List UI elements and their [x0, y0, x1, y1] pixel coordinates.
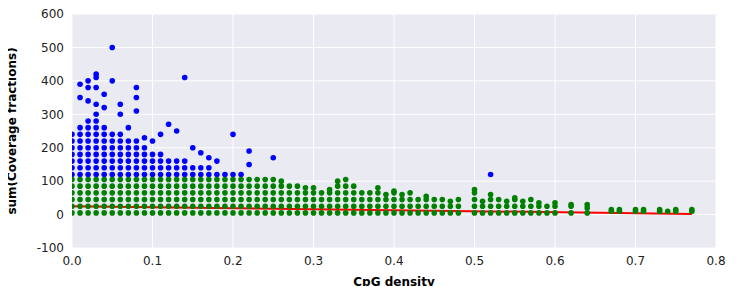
svg-text:0: 0 [56, 208, 64, 222]
svg-text:sum(Coverage fractions): sum(Coverage fractions) [8, 47, 19, 214]
svg-text:0.3: 0.3 [304, 254, 323, 268]
svg-text:200: 200 [41, 141, 64, 155]
svg-text:0.6: 0.6 [545, 254, 564, 268]
svg-text:CpG density: CpG density [353, 275, 435, 286]
svg-text:100: 100 [41, 174, 64, 188]
svg-text:300: 300 [41, 108, 64, 122]
svg-text:0.8: 0.8 [706, 254, 725, 268]
svg-text:500: 500 [41, 41, 64, 55]
svg-text:600: 600 [41, 8, 64, 21]
svg-text:0.0: 0.0 [62, 254, 81, 268]
svg-text:0.1: 0.1 [143, 254, 162, 268]
svg-text:400: 400 [41, 74, 64, 88]
svg-text:0.5: 0.5 [465, 254, 484, 268]
svg-text:0.7: 0.7 [626, 254, 645, 268]
svg-text:0.4: 0.4 [384, 254, 403, 268]
svg-text:-100: -100 [37, 241, 64, 255]
svg-text:0.2: 0.2 [223, 254, 242, 268]
